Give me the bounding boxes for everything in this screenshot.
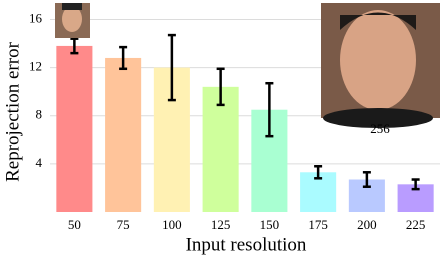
x-tick-label: 100 [162,217,182,232]
y-tick-label: 4 [36,155,43,170]
hair [62,3,82,10]
x-tick-label: 50 [68,217,81,232]
error-bar [362,171,371,188]
x-tick-label: 75 [117,217,130,232]
face [340,10,416,110]
bar [105,57,142,212]
error-bar [119,45,128,71]
bar [56,45,93,212]
x-tick-label: 150 [260,217,280,232]
x-tick-label: 200 [357,217,377,232]
bar [202,86,239,212]
plot-area: 4 8 12 16 50 75 100 125 150 175 200 225 [29,10,440,232]
y-tick-label: 8 [36,107,43,122]
x-tick-label: 175 [308,217,328,232]
face [62,6,82,32]
error-bar [411,178,420,191]
error-bar [70,37,79,55]
y-tick-label: 12 [29,59,42,74]
x-axis-label: Input resolution [186,234,307,255]
image-caption: 256 [370,121,390,136]
y-axis-label: Reprojection error [2,41,23,181]
thumbnail-large [321,3,440,128]
error-bar [167,33,176,102]
shirt [323,108,433,128]
x-tick-label: 225 [406,217,426,232]
x-tick-label: 125 [211,217,231,232]
error-bar [265,81,274,138]
error-bar [314,165,323,180]
hair [340,12,416,30]
thumbnail-small [55,3,90,38]
y-tick-label: 16 [29,10,43,25]
error-bar [216,67,225,107]
